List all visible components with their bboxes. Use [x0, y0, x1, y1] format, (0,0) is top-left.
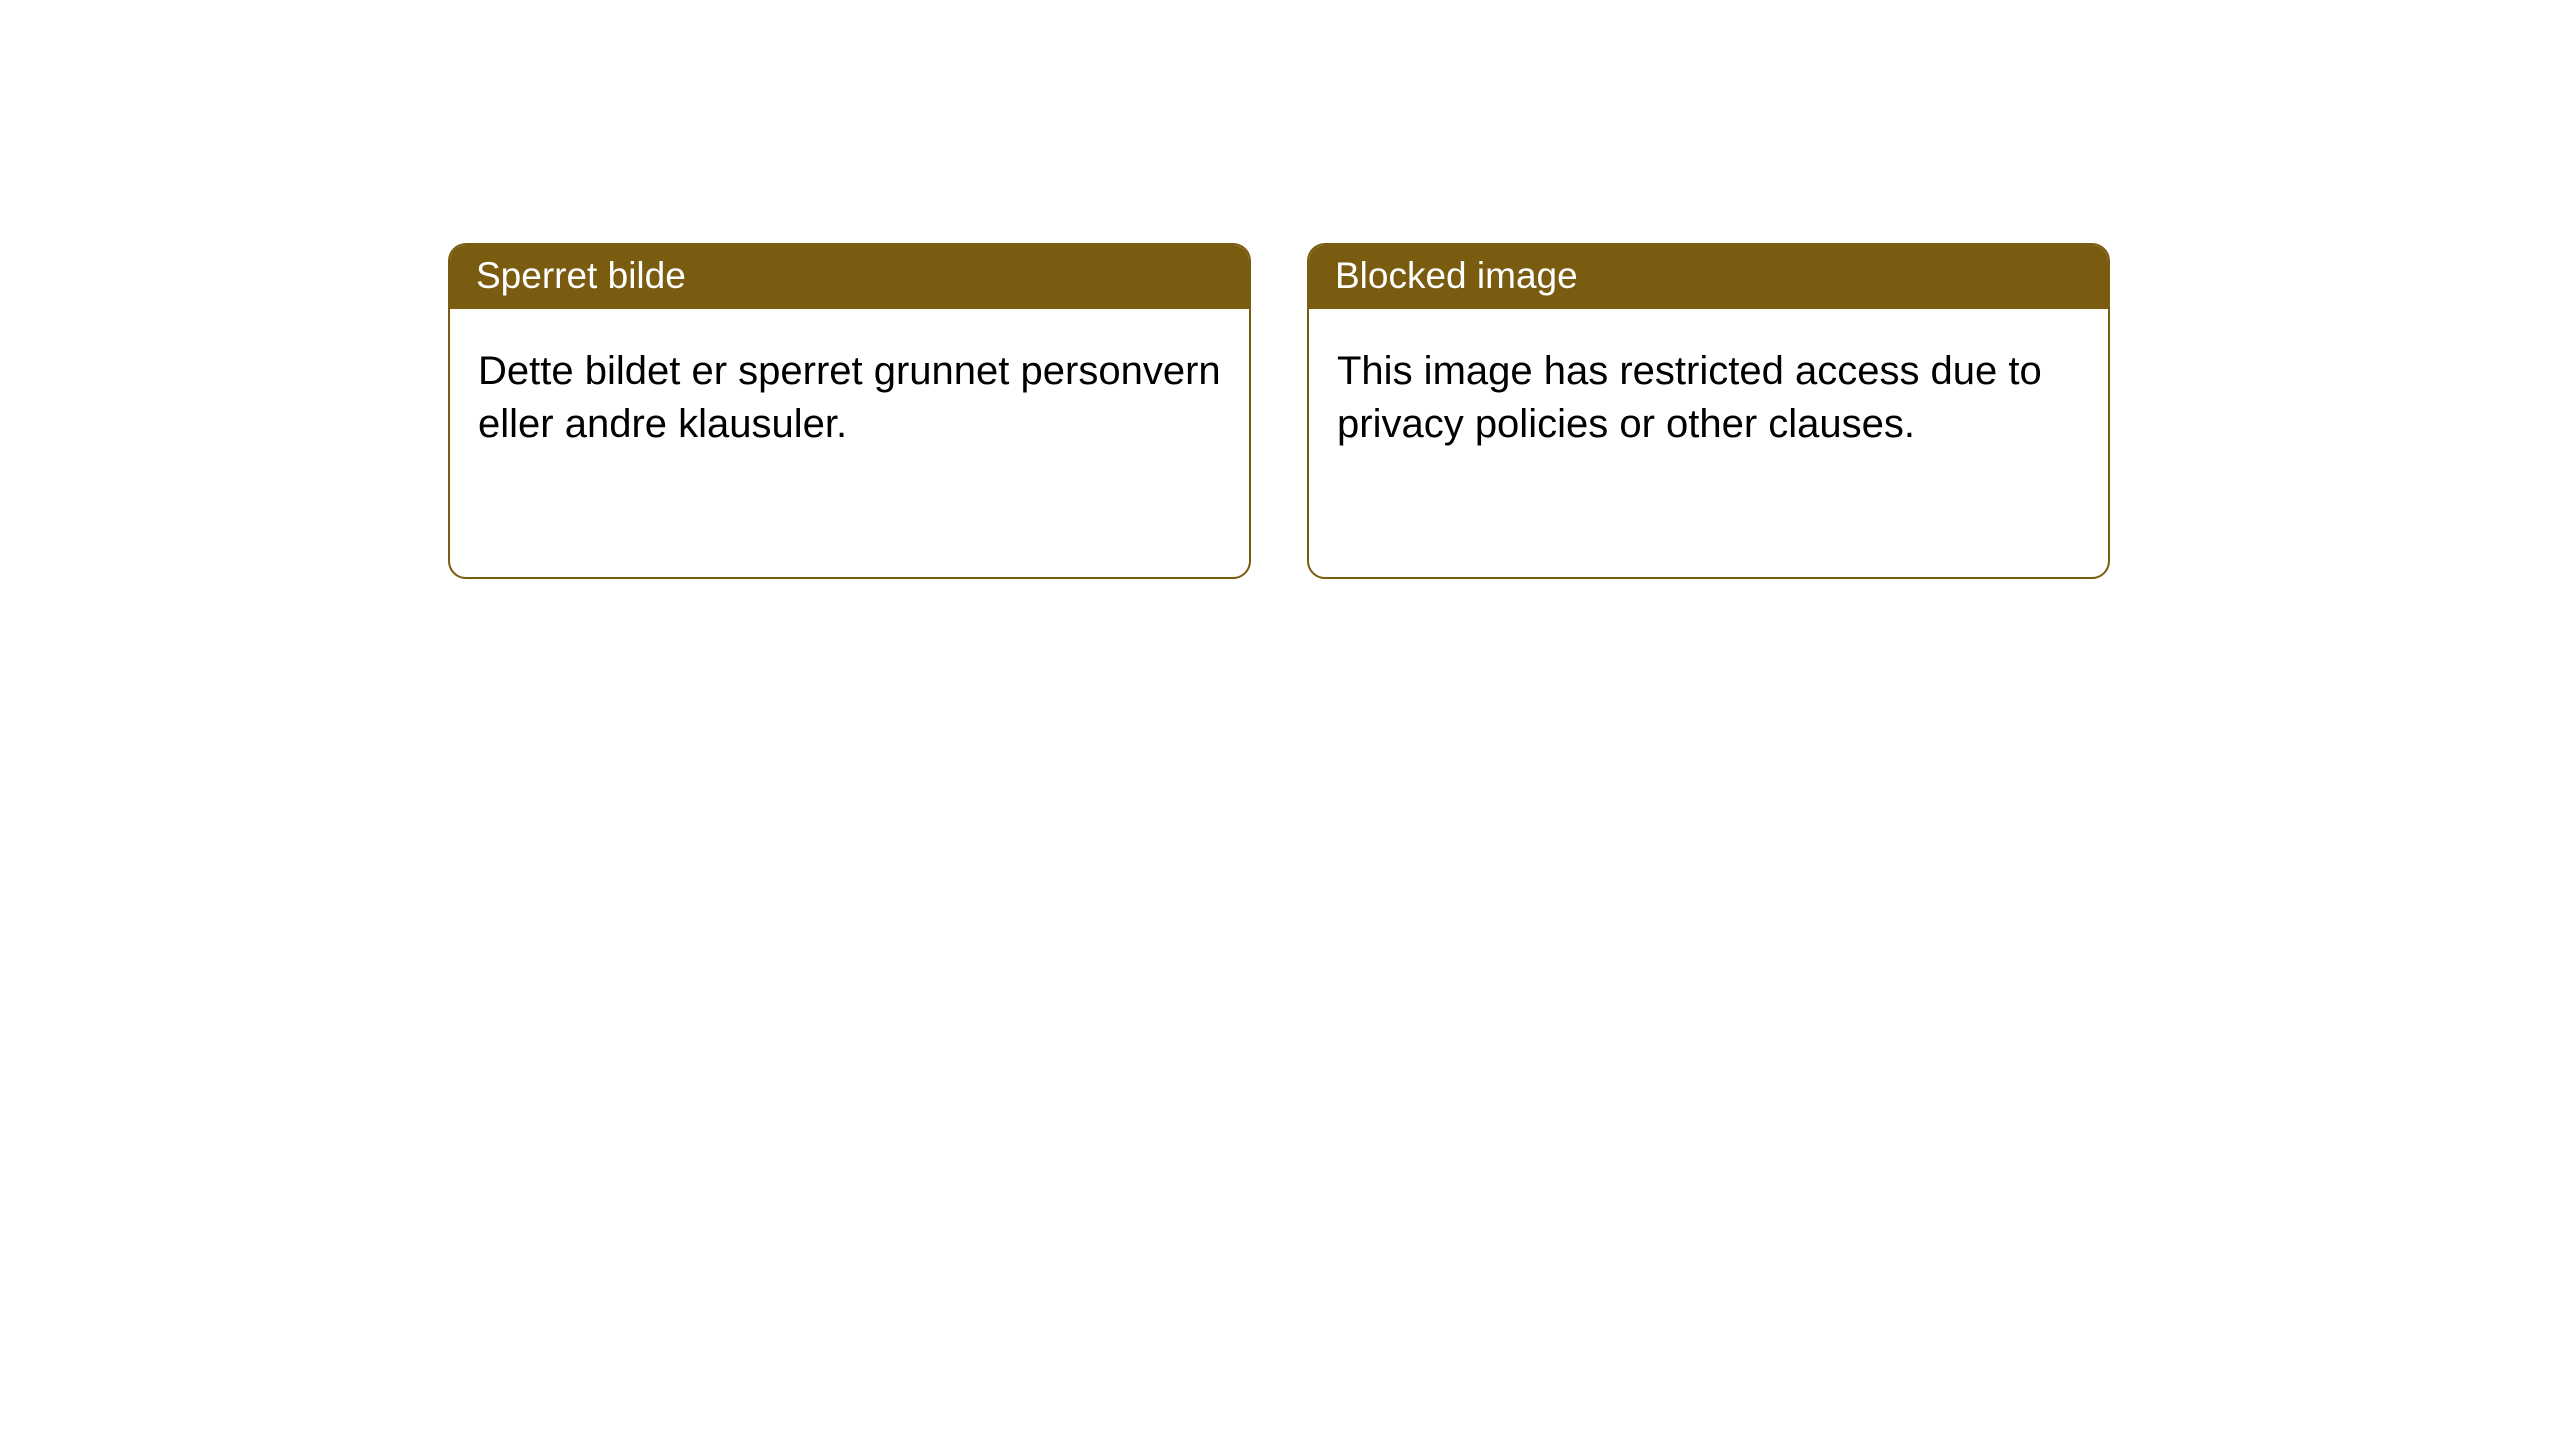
card-body-text: This image has restricted access due to …	[1337, 349, 2042, 446]
card-title: Blocked image	[1335, 255, 1578, 296]
card-body: This image has restricted access due to …	[1309, 309, 2108, 479]
notice-card-english: Blocked image This image has restricted …	[1307, 243, 2110, 579]
card-header: Sperret bilde	[450, 245, 1249, 309]
notice-card-norwegian: Sperret bilde Dette bildet er sperret gr…	[448, 243, 1251, 579]
card-body-text: Dette bildet er sperret grunnet personve…	[478, 349, 1221, 446]
card-body: Dette bildet er sperret grunnet personve…	[450, 309, 1249, 479]
card-title: Sperret bilde	[476, 255, 686, 296]
cards-container: Sperret bilde Dette bildet er sperret gr…	[0, 0, 2560, 579]
card-header: Blocked image	[1309, 245, 2108, 309]
